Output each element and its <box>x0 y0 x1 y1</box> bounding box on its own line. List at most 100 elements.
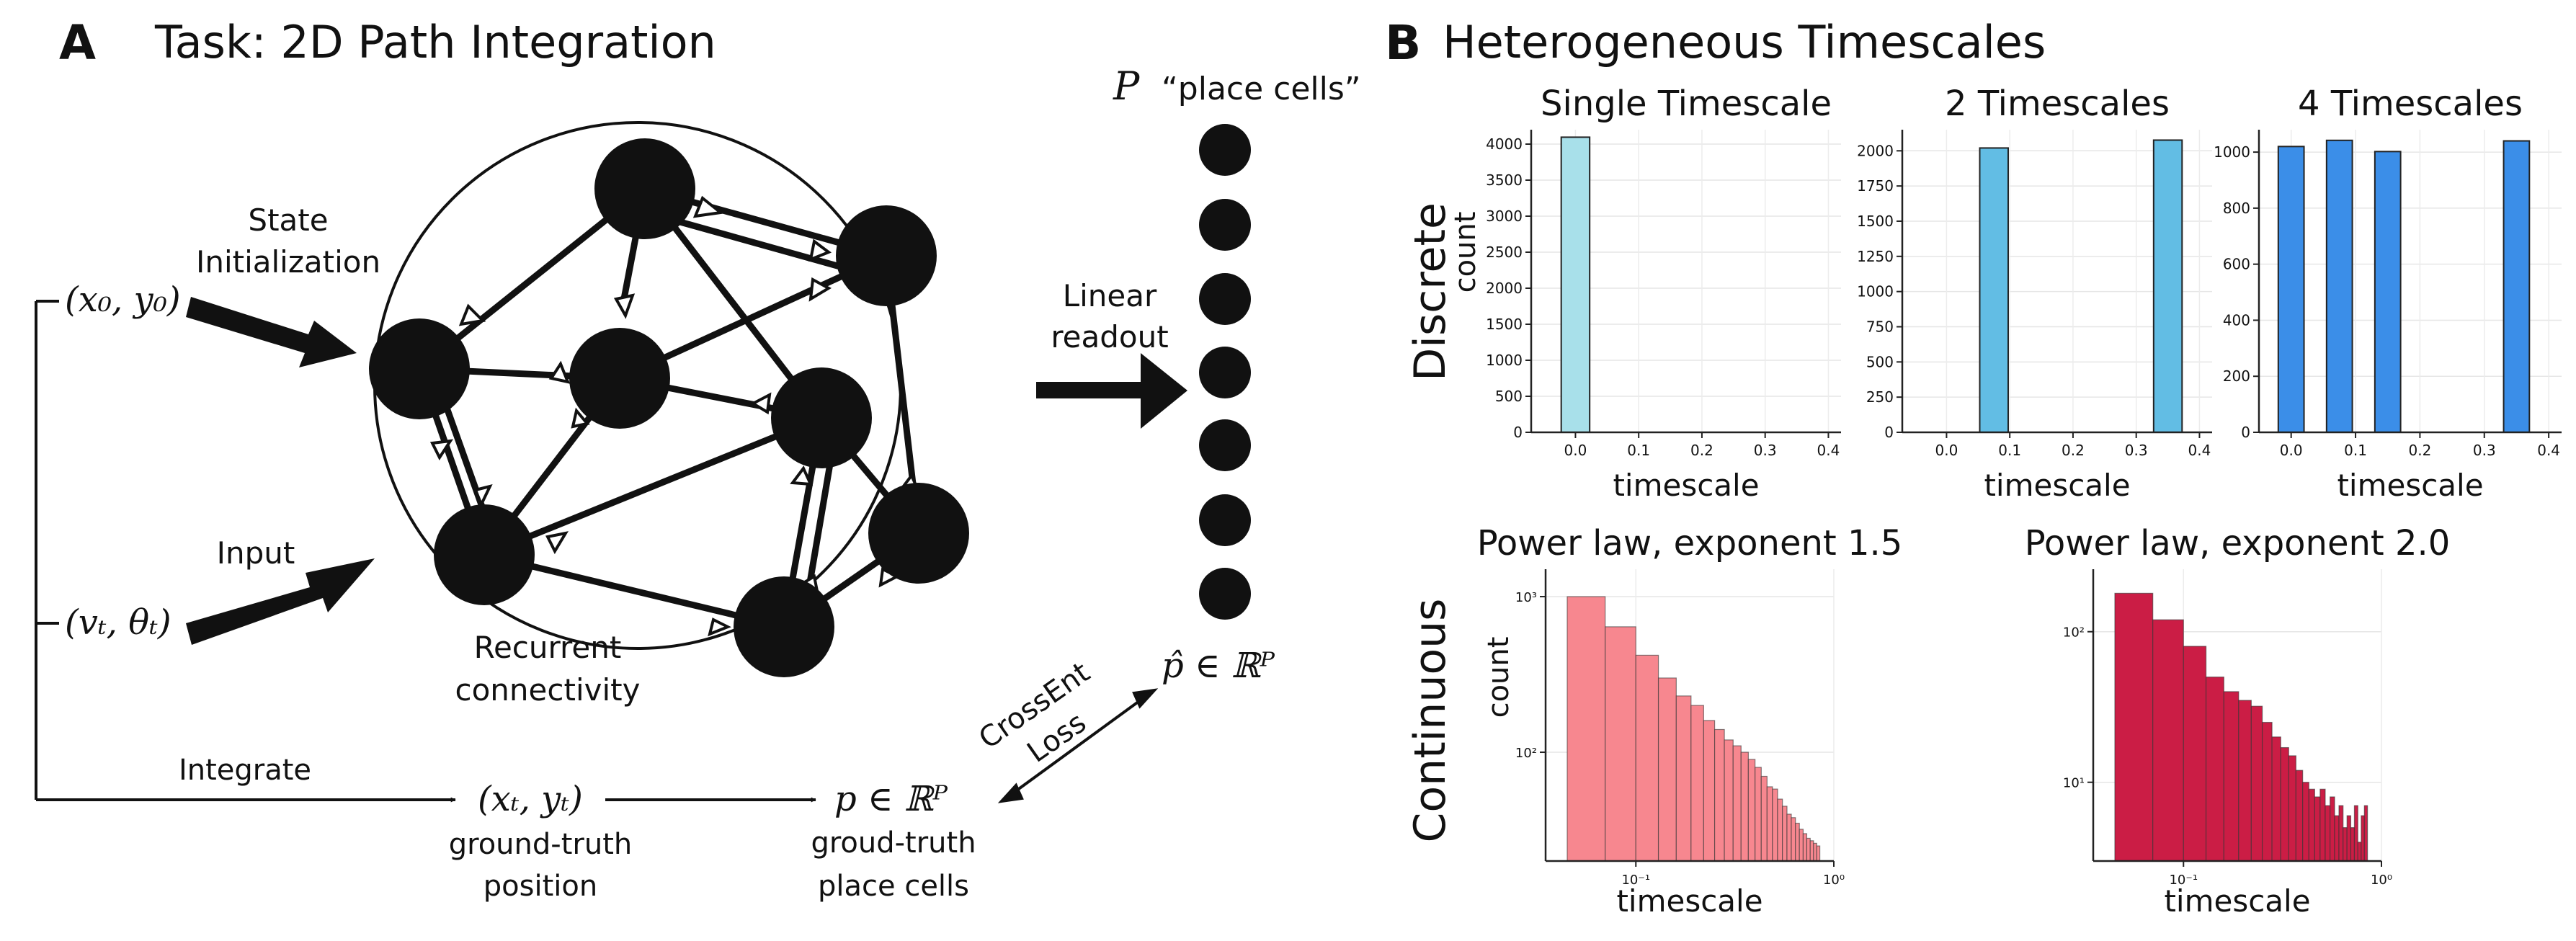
row-label-continuous: Continuous <box>1405 599 1456 843</box>
histogram-bar <box>2353 805 2358 862</box>
x-tick-label: 0.0 <box>1935 442 1958 459</box>
recurrent-label-line2: connectivity <box>455 672 641 708</box>
y-axis-label: count <box>1449 212 1482 293</box>
histogram-bar <box>2361 815 2365 862</box>
y-tick-label: 400 <box>2223 311 2250 329</box>
y-tick-label: 0 <box>2241 424 2250 441</box>
place-cell <box>1199 273 1251 325</box>
chart-5: 10⁻¹ 10⁰ 10¹ 10² Power law, exponent 2.0 time… <box>2025 523 2451 919</box>
y-tick-label: 1000 <box>2214 143 2250 161</box>
histogram-bar <box>2325 805 2331 862</box>
place-cell <box>1199 199 1251 251</box>
y-tick-label: 2000 <box>1486 280 1523 297</box>
histogram-bar <box>1747 759 1756 862</box>
histogram-bar <box>2302 782 2309 862</box>
chart-2: 0.0 0.1 0.2 0.3 0.4 0 250 500 750 1000 1250 1500 175… <box>1857 84 2212 503</box>
histogram-bar <box>1806 837 1811 862</box>
histogram-bar <box>2152 619 2184 862</box>
linear-readout-line1: Linear <box>1063 278 1157 313</box>
histogram-bar <box>2363 805 2368 862</box>
histogram-bar <box>2205 677 2224 862</box>
neuron <box>868 483 969 584</box>
chart-title: 2 Timescales <box>1945 84 2170 124</box>
place-cell <box>1199 419 1251 471</box>
chart-1: 0.0 0.1 0.2 0.3 0.4 0 500 1000 1500 2000 2500 3000 3… <box>1449 84 1841 503</box>
chart-title: Single Timescale <box>1541 84 1832 124</box>
histogram-bar <box>1560 136 1591 433</box>
histogram-bar <box>2114 592 2154 862</box>
init-position-math: (x₀, y₀) <box>65 280 181 320</box>
chart-3: 0.0 0.1 0.2 0.3 0.4 0 200 400 600 800 1000 4 Timesc… <box>2214 84 2562 503</box>
y-tick-label: 1250 <box>1857 248 1894 265</box>
panel-a: A Task: 2D Path Integration <box>35 15 1361 903</box>
histogram-bar <box>1605 626 1636 862</box>
left-bracket <box>35 300 59 800</box>
x-tick-label: 0.3 <box>1754 442 1777 459</box>
x-tick-label: 10⁻¹ <box>1621 873 1650 888</box>
y-tick-label: 10³ <box>1515 590 1537 605</box>
histogram-bar <box>1791 817 1796 862</box>
y-tick-label: 250 <box>1866 388 1894 406</box>
histogram-bar <box>1777 798 1783 862</box>
y-tick-label: 1500 <box>1857 213 1894 230</box>
x-tick-label: 10⁰ <box>1823 873 1845 888</box>
histogram-bar <box>1766 786 1773 862</box>
histogram-bar <box>2503 140 2531 434</box>
place-cell <box>1199 568 1251 620</box>
y-tick-label: 1750 <box>1857 177 1894 195</box>
x-axis-label: timescale <box>1616 883 1762 919</box>
y-tick-label: 500 <box>1495 388 1523 405</box>
readout-arrow <box>1036 353 1187 429</box>
histogram-bar <box>2288 755 2296 862</box>
histogram-bar <box>1755 767 1762 862</box>
histogram-bar <box>2261 721 2273 862</box>
histogram-bar <box>1740 752 1749 862</box>
y-tick-label: 0 <box>1884 424 1894 441</box>
histogram-bar <box>2350 827 2356 862</box>
linear-readout-line2: readout <box>1051 319 1168 354</box>
state-init-line2: Initialization <box>196 244 380 280</box>
histogram-bar <box>1675 695 1692 862</box>
histogram-bar <box>1795 822 1800 862</box>
y-tick-label: 600 <box>2223 256 2250 273</box>
y-tick-label: 1000 <box>1857 283 1894 300</box>
x-tick-label: 10⁰ <box>2371 873 2392 888</box>
histogram-bar <box>1802 833 1808 862</box>
panel-a-title: Task: 2D Path Integration <box>154 16 716 68</box>
x-tick-label: 0.4 <box>2188 442 2211 459</box>
place-cells-label: “place cells” <box>1162 71 1361 107</box>
histogram-bar <box>1724 739 1734 862</box>
x-tick-label: 0.2 <box>2408 442 2431 459</box>
histogram-bar <box>2238 700 2252 862</box>
histogram-bar <box>2183 646 2207 862</box>
histogram-bar <box>1786 813 1792 862</box>
neuron <box>771 367 872 468</box>
histogram-charts: 0.0 0.1 0.2 0.3 0.40500100015002000250030003… <box>1449 84 2562 919</box>
neuron <box>569 328 670 429</box>
histogram-bar <box>2357 842 2362 862</box>
histogram-bar <box>2295 770 2304 862</box>
x-tick-label: 0.1 <box>1627 442 1650 459</box>
y-tick-label: 500 <box>1866 353 1894 370</box>
histogram-bar <box>1760 775 1768 862</box>
y-tick-label: 3000 <box>1486 208 1523 225</box>
panel-b-title: Heterogeneous Timescales <box>1443 16 2046 68</box>
histogram-bar <box>1799 829 1804 862</box>
histogram-bar <box>2152 139 2183 433</box>
histogram-bar <box>1979 147 2009 433</box>
histogram-bar <box>1809 840 1814 862</box>
histogram-bar <box>2334 815 2340 862</box>
panel-b: B Heterogeneous Timescales Discrete Cont… <box>1385 15 2562 919</box>
x-tick-label: 0.1 <box>2344 442 2367 459</box>
histogram-bar <box>2325 139 2353 433</box>
input-label: Input <box>217 535 295 571</box>
place-cell <box>1199 494 1251 546</box>
state-init-line1: State <box>248 202 328 238</box>
chart-title: Power law, exponent 1.5 <box>1477 523 1903 563</box>
histogram-bar <box>2338 805 2344 862</box>
histogram-bar <box>1816 845 1821 862</box>
x-tick-label: 0.3 <box>2125 442 2148 459</box>
y-tick-label: 1500 <box>1486 316 1523 333</box>
chart-4: 10⁻¹ 10⁰ 10² 10³ Power law, exponent 1.5 time… <box>1477 523 1903 919</box>
histogram-bar <box>1635 654 1659 862</box>
